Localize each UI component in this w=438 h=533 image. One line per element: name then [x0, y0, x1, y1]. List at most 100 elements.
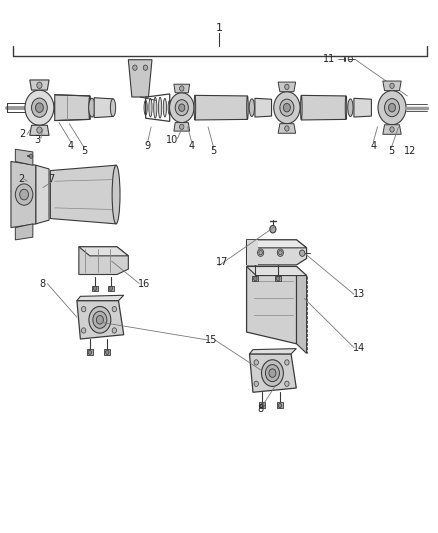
- Circle shape: [259, 251, 262, 255]
- Text: 8: 8: [258, 405, 264, 414]
- Circle shape: [300, 250, 305, 256]
- Circle shape: [390, 127, 394, 132]
- Circle shape: [285, 360, 289, 365]
- Ellipse shape: [300, 95, 302, 120]
- Polygon shape: [77, 295, 124, 301]
- Bar: [277, 402, 283, 408]
- Circle shape: [180, 124, 184, 130]
- Text: 3: 3: [34, 135, 40, 145]
- Polygon shape: [278, 124, 296, 133]
- Polygon shape: [247, 240, 266, 265]
- Text: 5: 5: [81, 147, 88, 156]
- Polygon shape: [247, 266, 307, 276]
- Text: 17: 17: [216, 257, 229, 267]
- Text: 5: 5: [211, 147, 217, 156]
- Text: 10: 10: [166, 135, 178, 145]
- Polygon shape: [77, 301, 124, 339]
- Ellipse shape: [159, 97, 162, 118]
- Polygon shape: [79, 247, 128, 256]
- Polygon shape: [250, 349, 296, 354]
- Polygon shape: [250, 354, 296, 392]
- Circle shape: [258, 249, 264, 256]
- Polygon shape: [30, 80, 49, 90]
- Bar: [108, 286, 114, 291]
- Ellipse shape: [168, 100, 171, 115]
- Bar: [92, 286, 98, 291]
- Text: 13: 13: [353, 289, 365, 299]
- Circle shape: [175, 100, 188, 116]
- Circle shape: [93, 286, 97, 290]
- Polygon shape: [354, 98, 371, 117]
- Ellipse shape: [249, 99, 254, 117]
- Polygon shape: [128, 60, 152, 97]
- Circle shape: [278, 403, 282, 408]
- Polygon shape: [247, 266, 297, 344]
- Circle shape: [112, 328, 117, 333]
- Circle shape: [277, 249, 283, 256]
- Text: 12: 12: [404, 147, 417, 156]
- Circle shape: [112, 306, 117, 312]
- Polygon shape: [79, 247, 128, 274]
- Text: 4: 4: [68, 141, 74, 150]
- Bar: [259, 402, 265, 408]
- Circle shape: [20, 189, 28, 200]
- Text: 4: 4: [370, 141, 376, 150]
- Text: 2: 2: [18, 174, 24, 184]
- Ellipse shape: [154, 97, 157, 118]
- Circle shape: [283, 103, 290, 112]
- Ellipse shape: [112, 165, 120, 224]
- Circle shape: [285, 126, 289, 131]
- Circle shape: [285, 381, 289, 386]
- Polygon shape: [94, 98, 113, 118]
- Polygon shape: [11, 161, 36, 228]
- Circle shape: [81, 306, 86, 312]
- Circle shape: [37, 82, 42, 88]
- Polygon shape: [195, 95, 247, 120]
- Polygon shape: [15, 224, 33, 240]
- Circle shape: [25, 90, 54, 125]
- Bar: [104, 349, 110, 355]
- Circle shape: [37, 127, 42, 133]
- Circle shape: [279, 251, 282, 255]
- Bar: [252, 276, 258, 281]
- Circle shape: [261, 360, 283, 386]
- Text: 15: 15: [205, 335, 218, 345]
- Polygon shape: [247, 240, 307, 248]
- Polygon shape: [174, 123, 190, 131]
- Circle shape: [254, 360, 258, 365]
- Circle shape: [81, 328, 86, 333]
- Text: 9: 9: [145, 141, 151, 150]
- Circle shape: [389, 103, 396, 112]
- Circle shape: [32, 98, 47, 117]
- Circle shape: [29, 154, 33, 158]
- Circle shape: [15, 184, 33, 205]
- Circle shape: [35, 103, 43, 112]
- Polygon shape: [30, 125, 49, 135]
- Ellipse shape: [144, 100, 147, 115]
- Ellipse shape: [345, 96, 347, 119]
- Circle shape: [109, 286, 113, 290]
- Circle shape: [106, 350, 109, 354]
- Circle shape: [170, 93, 194, 123]
- Polygon shape: [174, 84, 190, 93]
- Circle shape: [88, 350, 92, 354]
- Circle shape: [280, 99, 294, 116]
- Circle shape: [265, 365, 279, 382]
- Ellipse shape: [194, 95, 196, 120]
- Polygon shape: [383, 81, 401, 91]
- Circle shape: [261, 403, 264, 408]
- Ellipse shape: [149, 99, 152, 117]
- Circle shape: [390, 83, 394, 88]
- Circle shape: [269, 369, 276, 377]
- Ellipse shape: [247, 96, 248, 119]
- Text: 8: 8: [40, 279, 46, 288]
- Ellipse shape: [89, 96, 91, 119]
- Bar: [275, 276, 281, 281]
- Text: 2: 2: [20, 130, 26, 139]
- Ellipse shape: [163, 99, 166, 117]
- Polygon shape: [55, 95, 90, 120]
- Ellipse shape: [110, 99, 116, 117]
- Text: 14: 14: [353, 343, 365, 352]
- Ellipse shape: [88, 98, 95, 117]
- Polygon shape: [247, 240, 307, 265]
